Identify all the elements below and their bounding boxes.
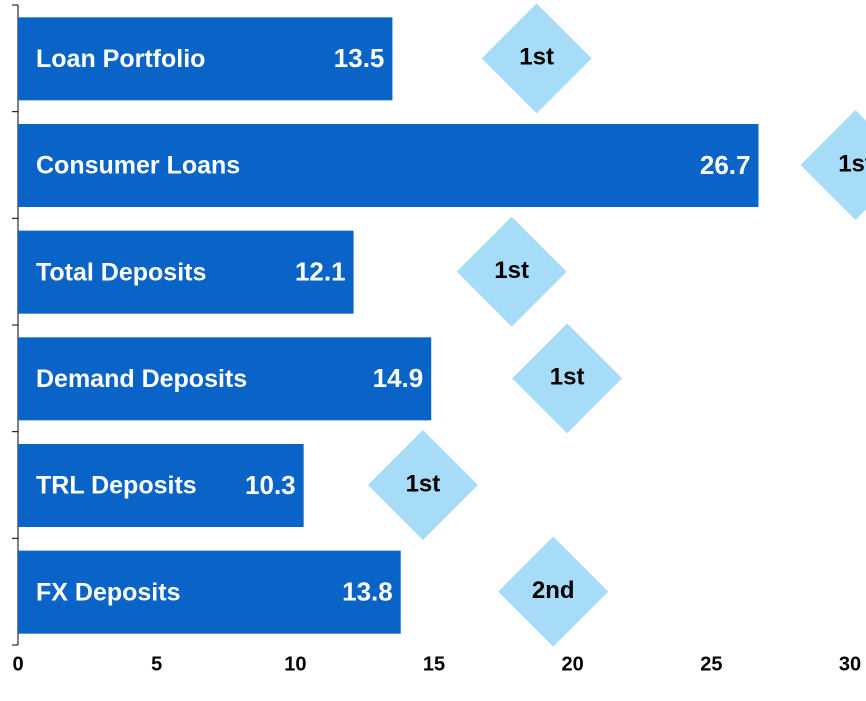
x-tick-label: 0: [12, 653, 23, 675]
rank-marker: [456, 216, 567, 327]
value-label: 13.5: [334, 43, 385, 73]
x-tick-label: 10: [284, 653, 306, 675]
bar: [18, 230, 354, 314]
x-tick-label: 5: [151, 653, 162, 675]
rank-label: 1st: [838, 150, 866, 177]
rank-marker: [481, 3, 592, 114]
bar: [18, 17, 393, 101]
bar: [18, 124, 759, 207]
category-label: Total Deposits: [36, 258, 206, 286]
value-label: 13.8: [342, 577, 393, 607]
value-label: 12.1: [295, 257, 346, 287]
category-label: Loan Portfolio: [36, 45, 205, 73]
category-label: Demand Deposits: [36, 365, 247, 393]
rank-label: 1st: [494, 257, 529, 284]
rank-label: 1st: [550, 364, 585, 391]
rank-marker: [367, 430, 478, 540]
category-label: FX Deposits: [36, 578, 180, 606]
bar: [18, 550, 401, 634]
value-label: 10.3: [245, 470, 296, 500]
x-tick-label: 30: [839, 653, 861, 675]
rank-marker: [800, 110, 866, 220]
bar: [18, 444, 304, 527]
rank-label: 1st: [406, 470, 441, 497]
rank-marker: [512, 323, 623, 434]
category-label: Consumer Loans: [36, 152, 240, 180]
x-tick-label: 20: [562, 653, 584, 675]
value-label: 26.7: [700, 150, 751, 180]
rank-label: 2nd: [532, 577, 575, 604]
x-tick-label: 25: [700, 653, 722, 675]
x-tick-label: 15: [423, 653, 445, 675]
rank-marker: [498, 536, 609, 647]
value-label: 14.9: [373, 363, 424, 393]
bar: [18, 337, 432, 421]
category-label: TRL Deposits: [36, 472, 197, 500]
rank-label: 1st: [519, 44, 554, 71]
